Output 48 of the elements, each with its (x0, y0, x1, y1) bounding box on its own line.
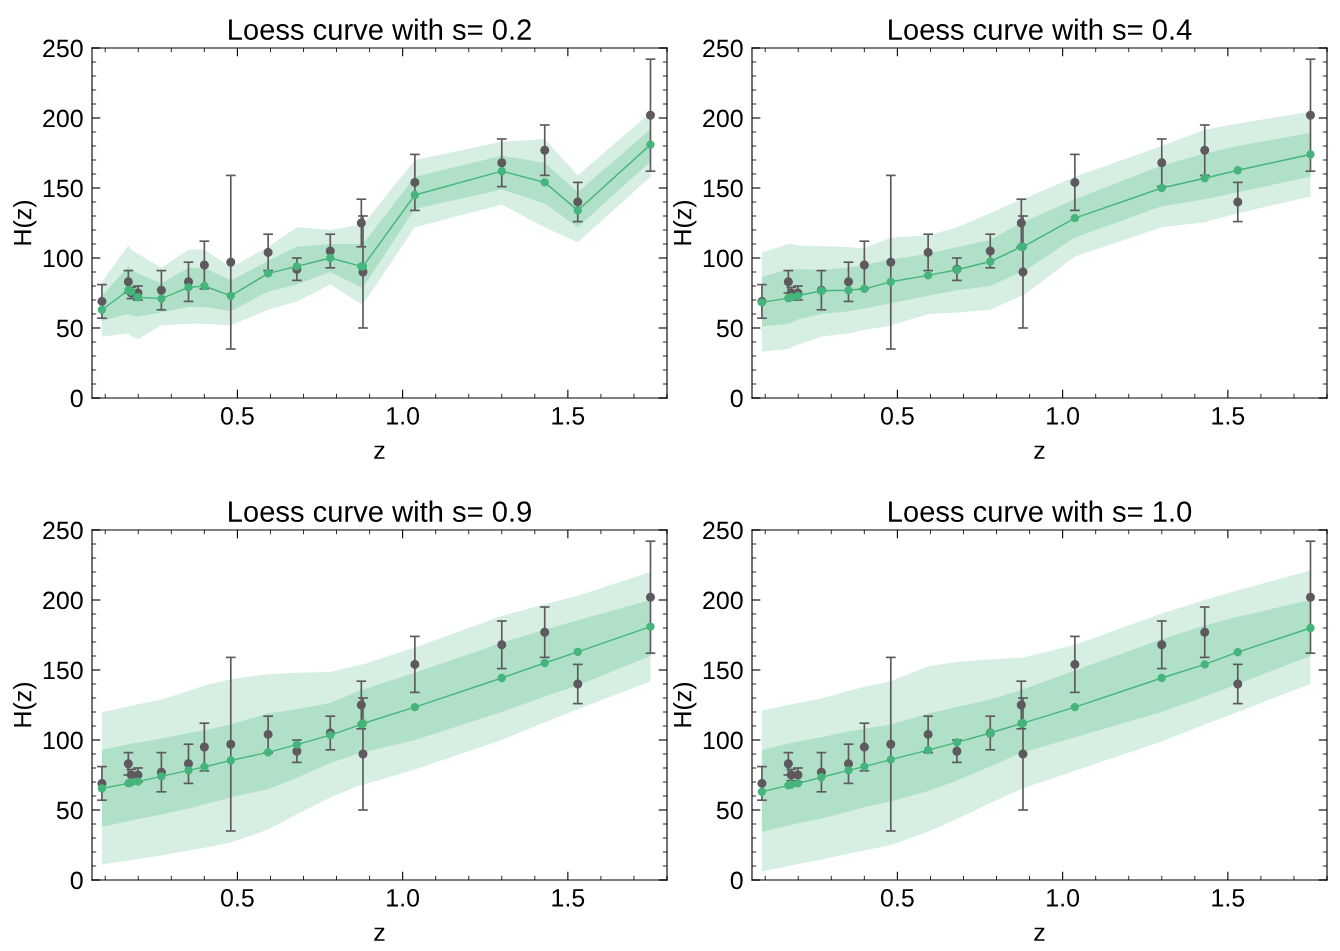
y-tick-label: 200 (703, 591, 743, 610)
y-tick-label: 200 (43, 591, 83, 610)
x-tick-label: 0.5 (221, 888, 254, 907)
y-tick-label: 0 (70, 389, 83, 408)
x-axis-title: z (374, 445, 385, 459)
y-axis-title: H(z) (673, 200, 697, 245)
y-tick-label: 250 (703, 521, 743, 540)
y-tick-label: 100 (43, 731, 83, 750)
x-tick-label: 0.5 (221, 406, 254, 425)
y-tick-label: 200 (43, 109, 83, 128)
x-tick-label: 1.5 (552, 407, 585, 425)
x-tick-label: 1.0 (387, 406, 420, 425)
y-tick-label: 250 (43, 521, 83, 540)
x-tick-label: 0.5 (881, 888, 914, 907)
x-tick-label: 1.0 (1047, 888, 1080, 907)
y-tick-label: 50 (56, 801, 83, 820)
x-tick-label: 1.0 (1047, 406, 1080, 425)
y-axis-title: H(z) (13, 682, 37, 727)
y-axis-title: H(z) (13, 200, 37, 245)
y-tick-label: 50 (56, 319, 83, 338)
chart-title: Loess curve with s= 0.4 (889, 18, 1192, 40)
y-tick-label: 0 (730, 389, 743, 408)
y-tick-label: 100 (43, 249, 83, 268)
y-axis-title: H(z) (673, 682, 697, 727)
y-tick-label: 150 (43, 179, 83, 198)
y-tick-label: 100 (703, 731, 743, 750)
chart-title: Loess curve with s= 0.9 (229, 500, 531, 522)
y-tick-label: 50 (716, 801, 743, 820)
y-tick-label: 50 (716, 319, 743, 338)
x-axis-title: z (374, 927, 385, 941)
x-tick-label: 1.5 (1212, 889, 1245, 907)
y-tick-label: 200 (703, 109, 743, 128)
y-tick-label: 100 (703, 249, 743, 268)
x-tick-label: 1.5 (1212, 407, 1245, 425)
y-tick-label: 150 (703, 179, 743, 198)
x-tick-label: 1.5 (552, 889, 585, 907)
y-tick-label: 150 (43, 661, 83, 680)
y-tick-label: 150 (703, 661, 743, 680)
chart-title: Loess curve with s= 0.2 (229, 18, 531, 40)
x-axis-title: z (1034, 927, 1045, 941)
x-tick-label: 0.5 (881, 406, 914, 425)
x-axis-title: z (1034, 445, 1045, 459)
y-tick-label: 250 (703, 39, 743, 58)
y-tick-label: 0 (730, 871, 743, 890)
x-tick-label: 1.0 (387, 888, 420, 907)
y-tick-label: 250 (43, 39, 83, 58)
y-tick-label: 0 (70, 871, 83, 890)
chart-title: Loess curve with s= 1.0 (889, 500, 1192, 522)
